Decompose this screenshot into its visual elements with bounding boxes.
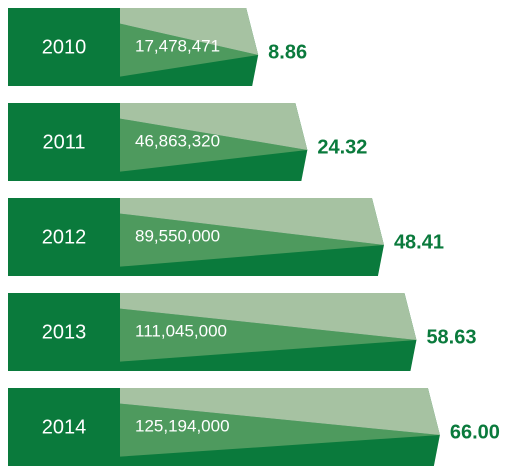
count-label: 46,863,320 — [135, 131, 220, 150]
bar-mid — [120, 403, 440, 457]
bar — [120, 293, 417, 371]
count-label: 17,478,471 — [135, 36, 220, 55]
bar — [120, 8, 259, 86]
bar — [120, 388, 440, 466]
value-label: 24.32 — [317, 136, 367, 158]
count-label: 125,194,000 — [135, 416, 230, 435]
bar-top — [120, 293, 417, 340]
year-box — [8, 388, 120, 466]
bar-top — [120, 198, 384, 245]
bar-mid — [120, 308, 417, 362]
bar — [120, 103, 308, 181]
year-box — [8, 103, 120, 181]
year-label: 2010 — [42, 36, 87, 58]
value-label: 66.00 — [450, 421, 500, 443]
bar-top — [120, 103, 308, 150]
bar-mid — [120, 23, 259, 77]
count-label: 89,550,000 — [135, 226, 220, 245]
year-box — [8, 293, 120, 371]
bar-top — [120, 8, 259, 55]
year-label: 2014 — [42, 416, 87, 438]
bar-mid — [120, 118, 308, 172]
value-label: 8.86 — [268, 41, 307, 63]
year-label: 2013 — [42, 321, 87, 343]
bar-top — [120, 388, 440, 435]
count-label: 111,045,000 — [135, 321, 227, 340]
value-label: 48.41 — [394, 231, 444, 253]
bar-mid — [120, 213, 384, 267]
year-box — [8, 198, 120, 276]
year-label: 2011 — [42, 131, 85, 153]
value-label: 58.63 — [426, 326, 476, 348]
bar — [120, 198, 384, 276]
year-label: 2012 — [42, 226, 87, 248]
year-box — [8, 8, 120, 86]
